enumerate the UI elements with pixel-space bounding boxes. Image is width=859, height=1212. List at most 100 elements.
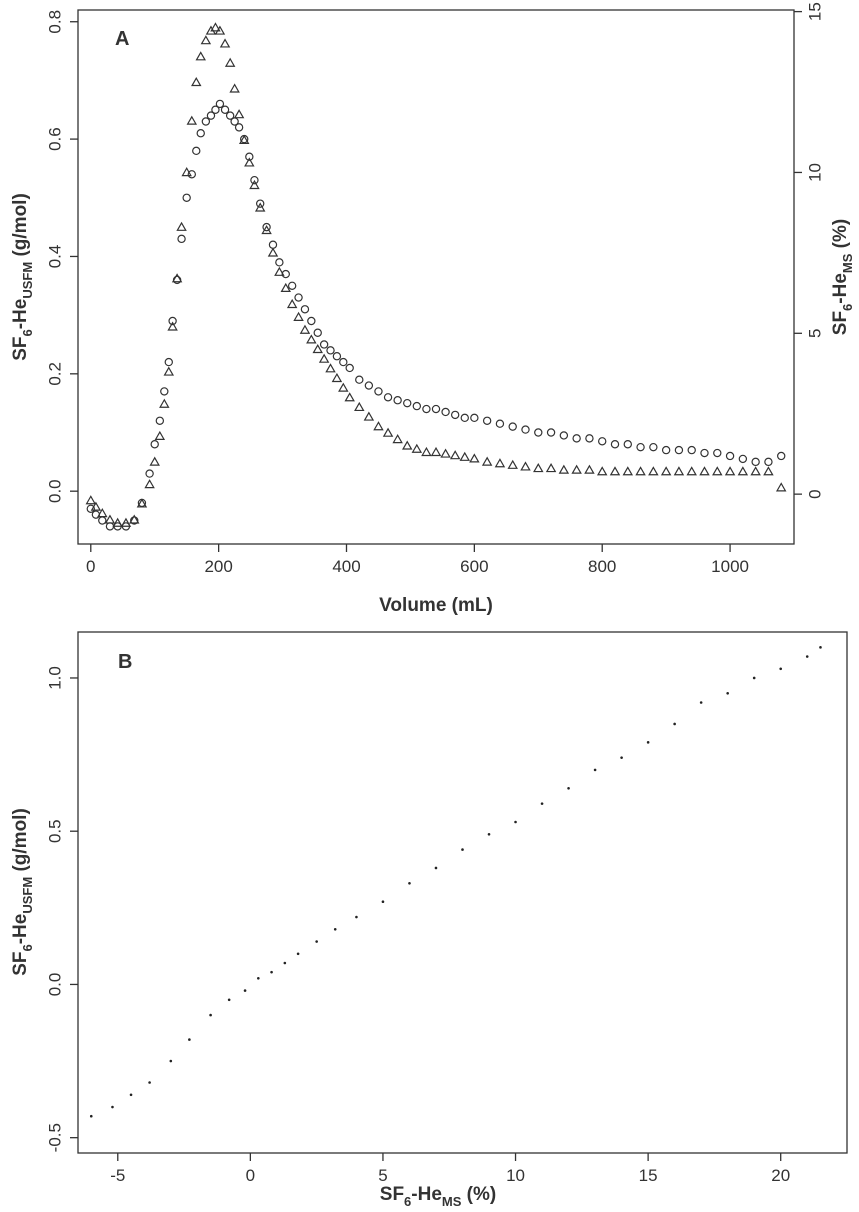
triangle-marker — [449, 450, 461, 460]
triangle-marker — [293, 311, 304, 321]
circle-marker — [275, 258, 284, 267]
panel-b-y-ticks: -0.5 0.0 0.5 1.0 — [45, 666, 78, 1152]
circle-marker — [182, 193, 191, 202]
triangle-marker — [660, 466, 672, 476]
triangle-marker — [238, 134, 250, 145]
triangle-marker — [558, 464, 570, 474]
triangle-marker — [154, 430, 166, 440]
circle-marker — [460, 413, 469, 423]
triangle-marker — [712, 466, 723, 476]
circle-marker — [431, 404, 441, 414]
triangle-marker — [306, 334, 317, 344]
triangle-marker — [159, 398, 170, 408]
y-tick-label: 0.8 — [45, 10, 64, 34]
circle-marker — [245, 152, 254, 161]
triangle-marker — [338, 382, 349, 392]
circle-marker — [470, 413, 479, 423]
data-point — [408, 882, 411, 885]
data-point — [111, 1105, 114, 1109]
panel-a-plot-frame — [77, 9, 795, 545]
triangle-marker — [97, 508, 108, 518]
triangle-marker — [686, 466, 697, 476]
circle-marker — [441, 407, 450, 417]
circle-marker — [572, 434, 581, 443]
y-tick-label: 0.0 — [45, 973, 64, 997]
data-point — [188, 1038, 191, 1041]
circle-marker — [177, 234, 186, 244]
panel-a-right-y-axis-title: SF6-HeMS (%) — [830, 219, 855, 335]
triangle-marker — [635, 466, 646, 476]
panel-a-y-ticks: 0.0 0.2 0.4 0.6 0.8 — [45, 10, 78, 503]
circle-marker — [164, 357, 173, 367]
y-tick-label: 1.0 — [45, 666, 64, 690]
triangle-marker — [267, 247, 279, 257]
circle-marker — [374, 387, 383, 396]
triangle-marker — [210, 22, 221, 32]
data-point — [227, 998, 231, 1002]
circle-marker — [764, 457, 773, 467]
triangle-marker — [382, 427, 394, 437]
data-point — [333, 927, 337, 931]
triangle-marker — [144, 479, 155, 489]
data-point — [355, 915, 358, 919]
circle-marker — [160, 387, 169, 396]
triangle-marker — [622, 466, 634, 476]
x-tick-label: 0 — [246, 1166, 255, 1185]
circle-marker — [623, 440, 632, 449]
circle-marker — [482, 416, 492, 425]
triangle-marker — [195, 51, 206, 61]
x-tick-label: 5 — [378, 1166, 387, 1185]
circle-marker — [319, 340, 329, 349]
triangle-marker — [191, 76, 202, 87]
circle-marker — [307, 316, 316, 326]
right-y-tick-label: 5 — [805, 329, 824, 338]
circle-marker — [339, 357, 348, 367]
data-point — [270, 970, 273, 974]
triangle-marker — [85, 495, 97, 505]
data-point — [89, 1114, 93, 1118]
y-tick-label: 0.5 — [45, 819, 64, 843]
x-tick-label: 400 — [332, 557, 360, 576]
triangle-marker — [219, 38, 231, 48]
circle-marker — [145, 469, 154, 478]
data-point — [699, 701, 703, 704]
panel-a-x-axis-title: Volume (mL) — [379, 595, 493, 616]
x-tick-label: 200 — [204, 557, 232, 576]
circle-marker — [220, 105, 230, 114]
data-point — [567, 787, 570, 790]
right-y-tick-label: 0 — [805, 489, 824, 498]
x-tick-label: 600 — [460, 557, 488, 576]
triangle-marker — [401, 440, 413, 450]
circle-marker — [700, 448, 709, 458]
circle-marker — [206, 111, 216, 120]
circle-marker — [287, 281, 297, 291]
triangle-marker — [673, 466, 685, 476]
triangle-marker — [392, 434, 403, 444]
data-point — [461, 848, 464, 851]
data-point — [620, 756, 623, 759]
data-point — [129, 1093, 133, 1097]
circle-marker — [777, 451, 786, 461]
circle-marker — [86, 504, 95, 513]
panel-a-chart: A 0 200 400 600 800 1000 0.0 0.2 0.4 0.6 0.8 0 5 10… — [10, 2, 855, 616]
circle-marker — [155, 416, 165, 425]
y-tick-label: 0.2 — [45, 362, 64, 386]
data-point — [283, 961, 287, 965]
panel-a-points — [85, 22, 787, 531]
triangle-marker — [737, 466, 749, 476]
data-point — [819, 646, 822, 649]
circle-marker — [215, 99, 225, 109]
triangle-marker — [584, 464, 595, 474]
circle-marker — [332, 352, 342, 361]
triangle-marker — [331, 372, 343, 383]
circle-marker — [105, 522, 115, 531]
triangle-marker — [104, 514, 116, 524]
circle-marker — [234, 123, 244, 132]
triangle-marker — [363, 411, 375, 421]
data-point — [257, 977, 260, 980]
triangle-marker — [354, 401, 365, 412]
triangle-marker — [494, 458, 506, 468]
panel-a-letter: A — [115, 28, 129, 50]
data-point — [593, 768, 597, 772]
circle-marker — [674, 445, 684, 455]
